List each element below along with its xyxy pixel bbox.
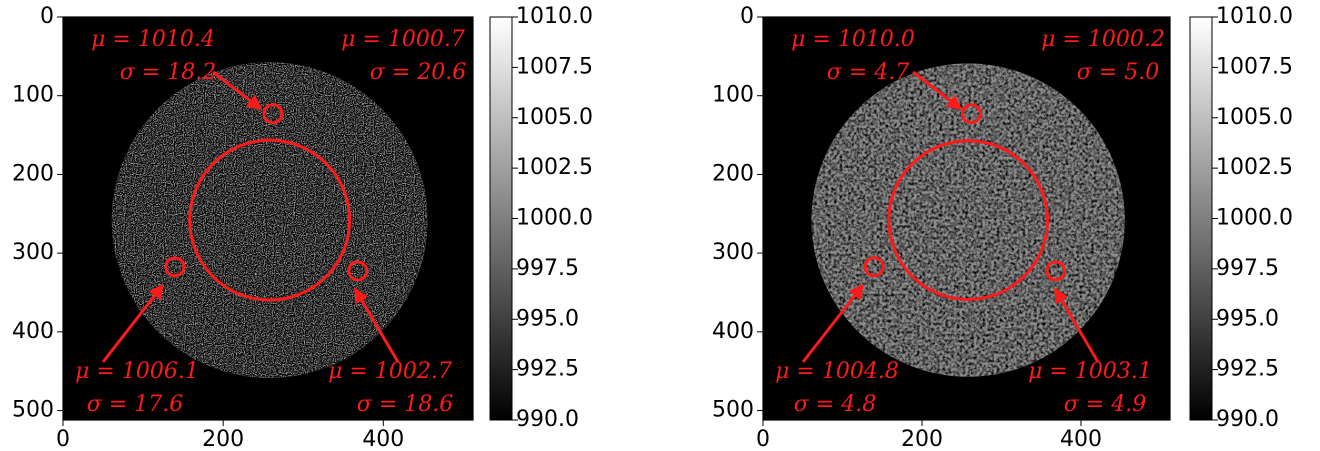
colorbar-tick-label: 1000.0 bbox=[516, 206, 593, 231]
arrow bbox=[1053, 287, 1100, 363]
annotation-sigma: σ = 4.9 bbox=[1064, 392, 1146, 417]
y-tick-label: 100 bbox=[12, 83, 54, 108]
axes-frame bbox=[762, 16, 1171, 421]
annotation-mu: μ = 1000.2 bbox=[1041, 27, 1165, 52]
arrow bbox=[212, 70, 263, 111]
annotation-mu: μ = 1006.1 bbox=[75, 359, 199, 384]
colorbar bbox=[489, 16, 513, 421]
y-tick-label: 0 bbox=[40, 4, 54, 29]
roi-circle bbox=[863, 256, 885, 278]
x-tick-label: 200 bbox=[901, 427, 943, 451]
colorbar-tick-label: 992.5 bbox=[516, 357, 579, 382]
y-tick-label: 400 bbox=[712, 319, 754, 344]
colorbar-tick-label: 1010.0 bbox=[516, 4, 593, 29]
x-tick-label: 0 bbox=[756, 427, 770, 451]
annotation-mu: μ = 1010.0 bbox=[791, 27, 915, 52]
roi-circle bbox=[188, 138, 352, 302]
annotation-sigma: σ = 4.8 bbox=[794, 392, 876, 417]
axes-frame bbox=[62, 16, 474, 421]
roi-circle bbox=[347, 260, 369, 282]
roi-circle bbox=[887, 139, 1049, 301]
x-tick-label: 400 bbox=[1060, 427, 1102, 451]
colorbar-tick-label: 1000.0 bbox=[1216, 206, 1293, 231]
colorbar bbox=[1189, 16, 1213, 421]
colorbar-tick-label: 992.5 bbox=[1216, 357, 1279, 382]
colorbar-tick-label: 1007.5 bbox=[1216, 54, 1293, 79]
y-tick-label: 500 bbox=[12, 398, 54, 423]
annotation-sigma: σ = 5.0 bbox=[1077, 60, 1159, 85]
colorbar-tick-label: 1005.0 bbox=[516, 105, 593, 130]
arrow bbox=[801, 283, 865, 363]
colorbar-tick-label: 995.0 bbox=[1216, 306, 1279, 331]
arrow bbox=[101, 283, 165, 363]
colorbar-tick-label: 1010.0 bbox=[1216, 4, 1293, 29]
phantom-noise bbox=[111, 62, 428, 378]
annotation-mu: μ = 1004.8 bbox=[775, 359, 899, 384]
arrow bbox=[912, 70, 963, 111]
y-tick-label: 300 bbox=[12, 240, 54, 265]
annotation-sigma: σ = 17.6 bbox=[87, 392, 183, 417]
annotation-sigma: σ = 20.6 bbox=[370, 60, 466, 85]
x-tick-label: 0 bbox=[56, 427, 70, 451]
y-tick-label: 200 bbox=[12, 161, 54, 186]
colorbar-tick-label: 990.0 bbox=[516, 407, 579, 432]
annotation-mu: μ = 1002.7 bbox=[328, 359, 452, 384]
y-tick-label: 200 bbox=[712, 161, 754, 186]
annotation-sigma: σ = 4.7 bbox=[827, 60, 909, 85]
roi-circle bbox=[164, 256, 186, 278]
colorbar-tick-label: 990.0 bbox=[1216, 407, 1279, 432]
colorbar-tick-label: 1005.0 bbox=[1216, 105, 1293, 130]
y-tick-label: 0 bbox=[740, 4, 754, 29]
colorbar-tick-label: 1007.5 bbox=[516, 54, 593, 79]
y-tick-label: 400 bbox=[12, 319, 54, 344]
y-tick-label: 300 bbox=[712, 240, 754, 265]
annotation-mu: μ = 1010.4 bbox=[91, 27, 215, 52]
x-tick-label: 200 bbox=[202, 427, 244, 451]
y-tick-label: 100 bbox=[712, 83, 754, 108]
colorbar-tick-label: 1002.5 bbox=[516, 155, 593, 180]
roi-circle bbox=[262, 103, 284, 125]
x-tick-label: 400 bbox=[362, 427, 404, 451]
colorbar-tick-label: 997.5 bbox=[516, 256, 579, 281]
annotation-mu: μ = 1000.7 bbox=[341, 27, 465, 52]
arrow bbox=[353, 287, 400, 363]
annotation-mu: μ = 1003.1 bbox=[1028, 359, 1152, 384]
roi-circle bbox=[1045, 260, 1067, 282]
colorbar-tick-label: 995.0 bbox=[516, 306, 579, 331]
y-tick-label: 500 bbox=[712, 398, 754, 423]
annotation-sigma: σ = 18.6 bbox=[357, 392, 453, 417]
colorbar-tick-label: 1002.5 bbox=[1216, 155, 1293, 180]
roi-circle bbox=[960, 103, 982, 125]
phantom-noise bbox=[811, 63, 1125, 377]
colorbar-tick-label: 997.5 bbox=[1216, 256, 1279, 281]
annotation-sigma: σ = 18.2 bbox=[120, 60, 216, 85]
